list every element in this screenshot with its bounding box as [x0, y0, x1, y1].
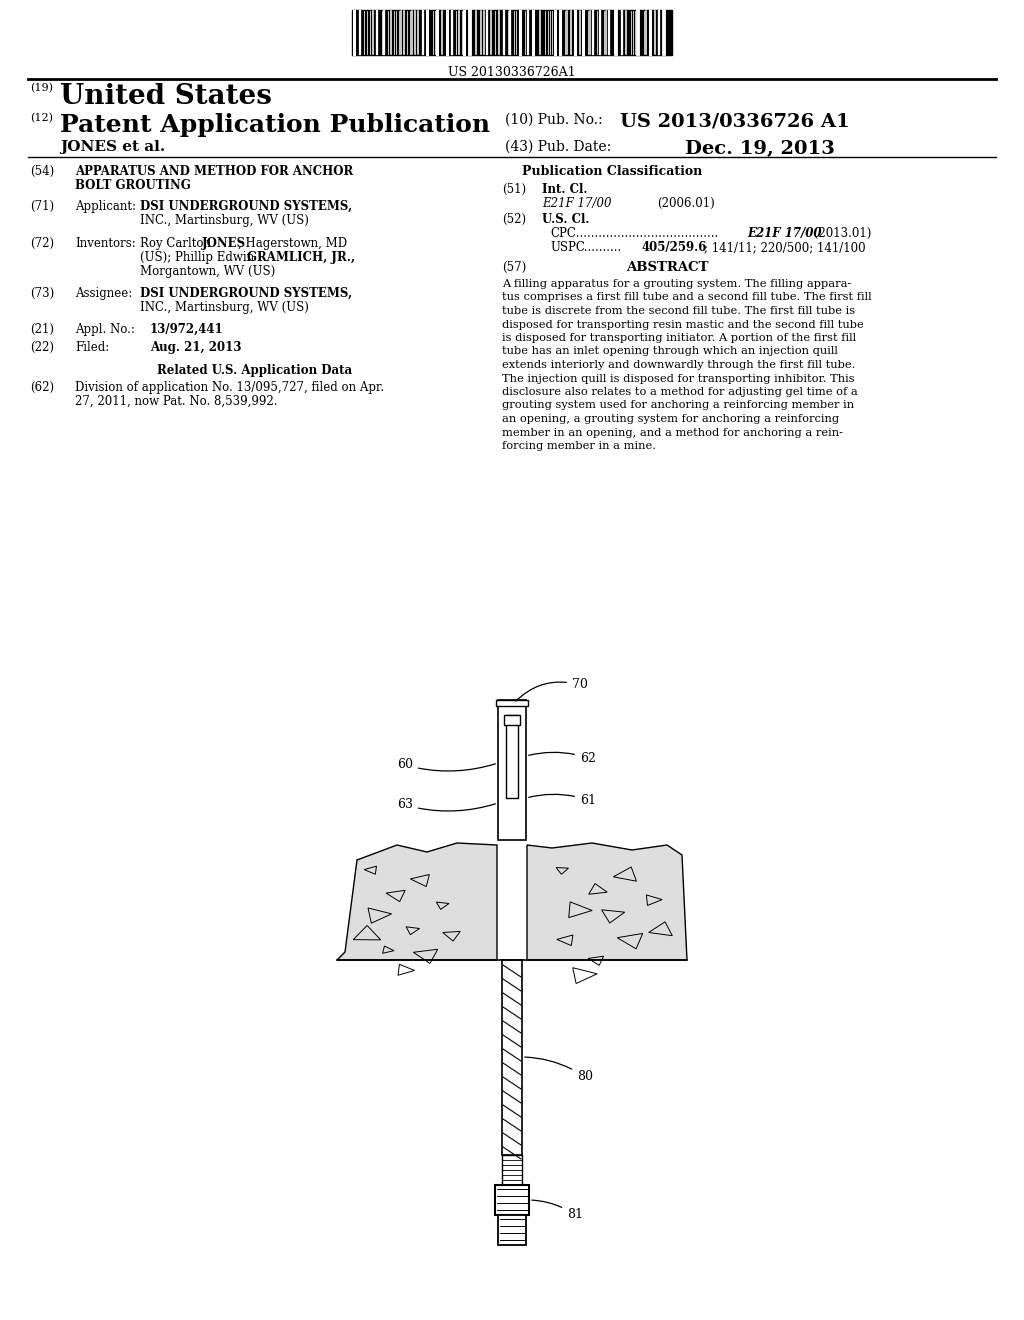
Text: 60: 60 — [397, 759, 496, 771]
Text: (10) Pub. No.:: (10) Pub. No.: — [505, 114, 603, 127]
Text: is disposed for transporting initiator. A portion of the first fill: is disposed for transporting initiator. … — [502, 333, 856, 343]
Text: Assignee:: Assignee: — [75, 286, 132, 300]
Text: Related U.S. Application Data: Related U.S. Application Data — [158, 364, 352, 378]
Text: extends interiorly and downwardly through the first fill tube.: extends interiorly and downwardly throug… — [502, 360, 855, 370]
Text: Division of application No. 13/095,727, filed on Apr.: Division of application No. 13/095,727, … — [75, 381, 384, 393]
Text: Patent Application Publication: Patent Application Publication — [60, 114, 490, 137]
Text: (21): (21) — [30, 323, 54, 337]
Text: United States: United States — [60, 83, 272, 110]
Bar — [352, 11, 672, 55]
Text: Roy Carlton: Roy Carlton — [140, 238, 215, 249]
Text: Morgantown, WV (US): Morgantown, WV (US) — [140, 265, 275, 279]
Text: ABSTRACT: ABSTRACT — [626, 261, 709, 275]
Text: tube has an inlet opening through which an injection quill: tube has an inlet opening through which … — [502, 346, 838, 356]
Bar — [496, 700, 528, 706]
Text: forcing member in a mine.: forcing member in a mine. — [502, 441, 656, 451]
Polygon shape — [337, 843, 497, 960]
Text: an opening, a grouting system for anchoring a reinforcing: an opening, a grouting system for anchor… — [502, 414, 839, 424]
Text: (62): (62) — [30, 381, 54, 393]
Text: 70: 70 — [516, 678, 588, 701]
Text: Int. Cl.: Int. Cl. — [542, 183, 588, 195]
Text: disposed for transporting resin mastic and the second fill tube: disposed for transporting resin mastic a… — [502, 319, 864, 330]
Text: INC., Martinsburg, WV (US): INC., Martinsburg, WV (US) — [140, 301, 309, 314]
Bar — [502, 960, 522, 1155]
Text: 80: 80 — [524, 1057, 593, 1084]
Text: (71): (71) — [30, 201, 54, 213]
Text: 61: 61 — [528, 793, 596, 807]
Text: The injection quill is disposed for transporting inhibitor. This: The injection quill is disposed for tran… — [502, 374, 855, 384]
Text: 27, 2011, now Pat. No. 8,539,992.: 27, 2011, now Pat. No. 8,539,992. — [75, 395, 278, 408]
Text: U.S. Cl.: U.S. Cl. — [542, 213, 590, 226]
Text: BOLT GROUTING: BOLT GROUTING — [75, 180, 190, 191]
Text: (12): (12) — [30, 114, 53, 123]
Text: (22): (22) — [30, 341, 54, 354]
Text: JONES et al.: JONES et al. — [60, 140, 165, 154]
Text: APPARATUS AND METHOD FOR ANCHOR: APPARATUS AND METHOD FOR ANCHOR — [75, 165, 353, 178]
Bar — [506, 715, 518, 799]
Text: (43) Pub. Date:: (43) Pub. Date: — [505, 140, 611, 154]
Bar — [495, 1185, 529, 1214]
Text: INC., Martinsburg, WV (US): INC., Martinsburg, WV (US) — [140, 214, 309, 227]
Text: tus comprises a first fill tube and a second fill tube. The first fill: tus comprises a first fill tube and a se… — [502, 293, 871, 302]
Text: 81: 81 — [531, 1200, 583, 1221]
Bar — [502, 1155, 522, 1185]
Text: ..........: .......... — [580, 242, 622, 253]
Text: , Hagerstown, MD: , Hagerstown, MD — [238, 238, 347, 249]
Text: 62: 62 — [528, 751, 596, 764]
Text: (73): (73) — [30, 286, 54, 300]
Bar — [504, 715, 520, 725]
Text: Publication Classification: Publication Classification — [522, 165, 702, 178]
Text: Applicant:: Applicant: — [75, 201, 139, 213]
Text: (57): (57) — [502, 261, 526, 275]
Text: (2013.01): (2013.01) — [810, 227, 871, 240]
Text: Aug. 21, 2013: Aug. 21, 2013 — [150, 341, 242, 354]
Text: CPC: CPC — [550, 227, 575, 240]
Text: member in an opening, and a method for anchoring a rein-: member in an opening, and a method for a… — [502, 428, 843, 437]
Text: (US); Phillip Edwin: (US); Phillip Edwin — [140, 251, 258, 264]
Text: grouting system used for anchoring a reinforcing member in: grouting system used for anchoring a rei… — [502, 400, 854, 411]
Text: disclosure also relates to a method for adjusting gel time of a: disclosure also relates to a method for … — [502, 387, 858, 397]
Text: US 20130336726A1: US 20130336726A1 — [449, 66, 575, 79]
Text: Appl. No.:: Appl. No.: — [75, 323, 135, 337]
Text: 63: 63 — [397, 799, 496, 812]
Bar — [498, 1214, 526, 1245]
Text: USPC: USPC — [550, 242, 585, 253]
Text: (72): (72) — [30, 238, 54, 249]
Text: Dec. 19, 2013: Dec. 19, 2013 — [685, 140, 835, 158]
Text: (54): (54) — [30, 165, 54, 178]
Text: JONES: JONES — [202, 238, 246, 249]
Text: A filling apparatus for a grouting system. The filling appara-: A filling apparatus for a grouting syste… — [502, 279, 851, 289]
Text: (19): (19) — [30, 83, 53, 94]
Bar — [498, 700, 526, 840]
Polygon shape — [527, 843, 687, 960]
Text: DSI UNDERGROUND SYSTEMS,: DSI UNDERGROUND SYSTEMS, — [140, 286, 352, 300]
Text: ......................................: ...................................... — [572, 227, 718, 240]
Text: ; 141/11; 220/500; 141/100: ; 141/11; 220/500; 141/100 — [705, 242, 865, 253]
Text: (2006.01): (2006.01) — [657, 197, 715, 210]
Text: 405/259.6: 405/259.6 — [642, 242, 708, 253]
Text: 13/972,441: 13/972,441 — [150, 323, 223, 337]
Text: Filed:: Filed: — [75, 341, 110, 354]
Text: E21F 17/00: E21F 17/00 — [746, 227, 821, 240]
Text: GRAMLICH, JR.,: GRAMLICH, JR., — [247, 251, 355, 264]
Text: DSI UNDERGROUND SYSTEMS,: DSI UNDERGROUND SYSTEMS, — [140, 201, 352, 213]
Text: (52): (52) — [502, 213, 526, 226]
Text: E21F 17/00: E21F 17/00 — [542, 197, 611, 210]
Text: Inventors:: Inventors: — [75, 238, 136, 249]
Text: tube is discrete from the second fill tube. The first fill tube is: tube is discrete from the second fill tu… — [502, 306, 855, 315]
Text: US 2013/0336726 A1: US 2013/0336726 A1 — [620, 114, 850, 131]
Text: (51): (51) — [502, 183, 526, 195]
